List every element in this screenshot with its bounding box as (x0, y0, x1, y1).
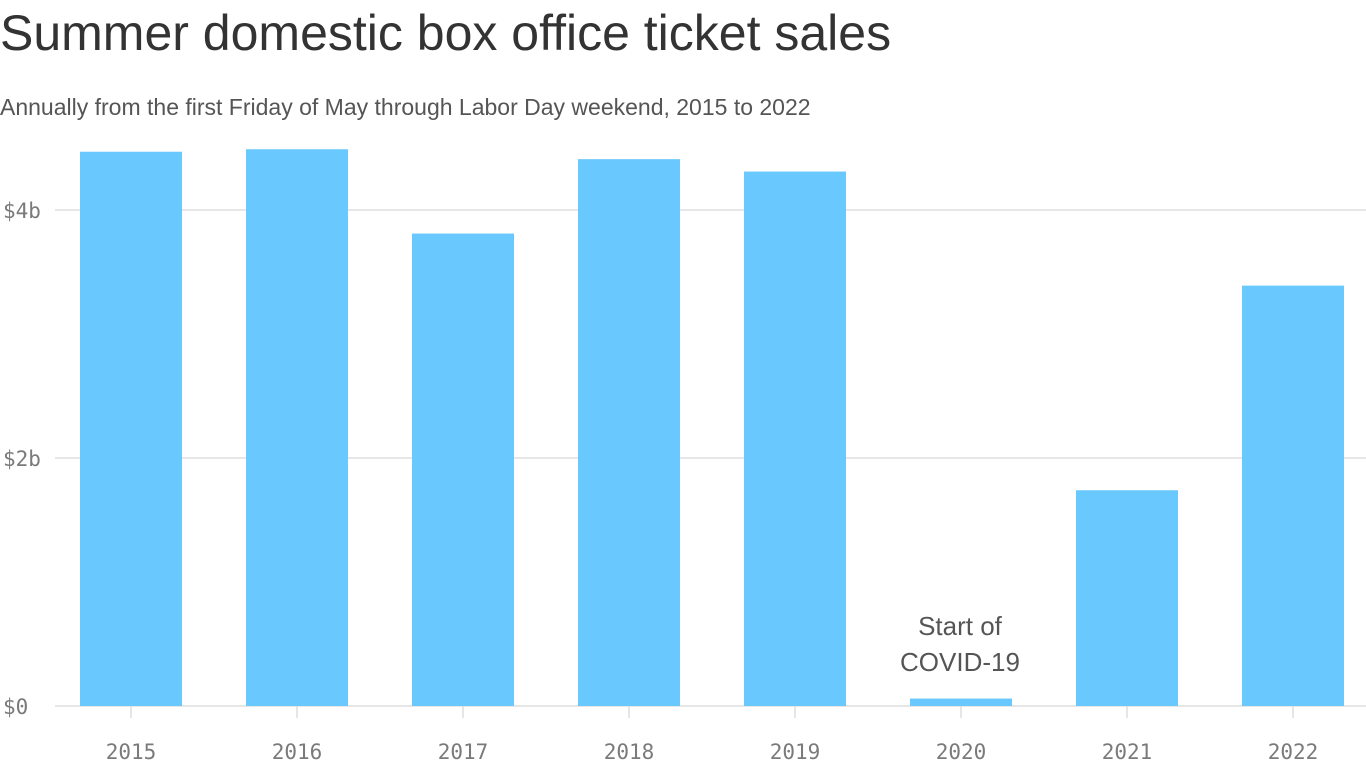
annotation: Start of (918, 611, 1003, 641)
x-tick-label: 2022 (1268, 740, 1319, 764)
annotation: COVID-19 (900, 647, 1020, 677)
bar (744, 171, 846, 706)
y-tick-label: $0 (3, 695, 28, 719)
x-tick-label: 2019 (770, 740, 821, 764)
bar (80, 151, 182, 707)
x-tick-label: 2018 (604, 740, 655, 764)
chart-title: Summer domestic box office ticket sales (0, 5, 891, 61)
chart-subtitle: Annually from the first Friday of May th… (0, 94, 811, 120)
x-tick-label: 2020 (936, 740, 987, 764)
x-tick-label: 2016 (272, 740, 323, 764)
y-tick-label: $4b (3, 199, 41, 223)
x-tick-label: 2021 (1102, 740, 1153, 764)
y-tick-label: $2b (3, 447, 41, 471)
x-tick-label: 2017 (438, 740, 489, 764)
bar (412, 233, 514, 706)
bar (1242, 285, 1344, 706)
bar (578, 159, 680, 706)
bar (910, 698, 1012, 706)
x-tick-label: 2015 (106, 740, 157, 764)
bar (246, 149, 348, 707)
bar (1076, 490, 1178, 706)
